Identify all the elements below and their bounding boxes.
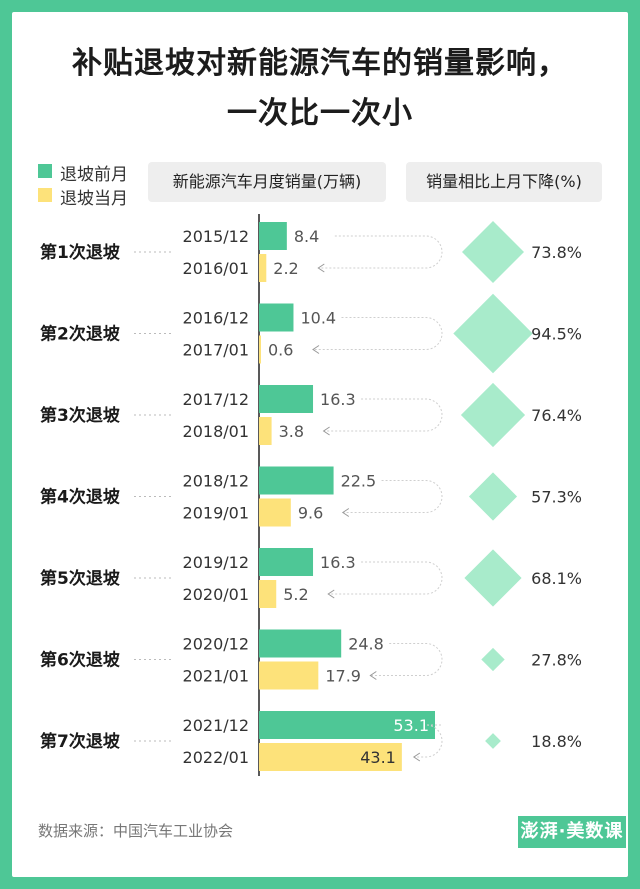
- decline-connector: [342, 480, 443, 513]
- group-label: 第4次退坡: [40, 487, 120, 508]
- month-label-before: 2015/12: [183, 227, 249, 246]
- legend-label-before: 退坡前月: [60, 165, 128, 185]
- bar-current: [259, 254, 267, 282]
- decline-connector: [312, 317, 443, 350]
- bar-current: [259, 580, 277, 608]
- decline-label: 76.4%: [531, 406, 582, 425]
- decline-arrow-head: [312, 345, 320, 354]
- decline-connector: [328, 561, 443, 595]
- decline-label: 94.5%: [531, 325, 582, 344]
- group-label: 第7次退坡: [40, 731, 120, 752]
- group-label: 第5次退坡: [40, 568, 120, 589]
- decline-diamond: [460, 382, 526, 448]
- bar-current: [259, 498, 291, 527]
- decline-connector: [370, 643, 443, 676]
- value-label-current: 3.8: [279, 422, 304, 441]
- chart-title-line2: 一次比一次小: [227, 96, 413, 131]
- month-label-before: 2019/12: [183, 553, 249, 572]
- sales-column-header: 新能源汽车月度销量(万辆): [148, 162, 386, 202]
- month-label-current: 2022/01: [183, 748, 249, 767]
- bar-before: [259, 548, 314, 576]
- legend-swatch-before: [38, 164, 52, 178]
- month-label-current: 2021/01: [183, 667, 249, 686]
- value-label-before: 24.8: [348, 635, 384, 654]
- decline-diamond: [464, 549, 522, 607]
- legend-label-current: 退坡当月: [60, 189, 128, 209]
- decline-arrow-head: [317, 263, 325, 273]
- value-label-current: 2.2: [273, 259, 298, 278]
- bar-current: [259, 743, 402, 771]
- value-label-current: 9.6: [298, 504, 323, 523]
- value-label-current: 43.1: [360, 748, 396, 767]
- value-label-before: 16.3: [320, 553, 356, 572]
- month-label-current: 2017/01: [183, 341, 249, 360]
- group-label: 第6次退坡: [40, 650, 120, 671]
- value-label-before: 10.4: [300, 309, 336, 328]
- legend-swatch-current: [38, 188, 52, 202]
- decline-arrow-head: [369, 671, 377, 680]
- decline-diamond: [462, 221, 524, 283]
- decline-arrow-head: [341, 508, 350, 517]
- decline-diamond: [481, 647, 505, 672]
- bar-current: [259, 417, 272, 445]
- decline-column-header: 销量相比上月下降(%): [406, 162, 602, 202]
- group-label: 第1次退坡: [40, 242, 120, 263]
- month-label-current: 2018/01: [183, 422, 249, 441]
- decline-arrow-head: [322, 426, 330, 436]
- bar-before: [259, 385, 314, 413]
- decline-connector: [323, 398, 443, 432]
- decline-label: 18.8%: [531, 732, 582, 751]
- decline-connector: [318, 235, 443, 269]
- value-label-before: 53.1: [393, 716, 429, 735]
- month-label-before: 2017/12: [183, 390, 249, 409]
- month-label-current: 2020/01: [183, 585, 249, 604]
- data-source: 数据来源：中国汽车工业协会: [38, 822, 234, 840]
- chart-title-line1: 补贴退坡对新能源汽车的销量影响，: [72, 46, 568, 81]
- bar-current: [259, 661, 319, 690]
- decline-label: 73.8%: [531, 243, 582, 262]
- value-label-before: 22.5: [341, 472, 377, 491]
- bar-before: [259, 711, 435, 739]
- decline-connector: [413, 724, 443, 758]
- value-label-current: 5.2: [283, 585, 308, 604]
- month-label-current: 2016/01: [183, 259, 249, 278]
- value-label-before: 8.4: [294, 227, 319, 246]
- value-label-before: 16.3: [320, 390, 356, 409]
- bar-before: [259, 466, 334, 495]
- month-label-current: 2019/01: [183, 504, 249, 523]
- group-label: 第2次退坡: [40, 324, 120, 345]
- group-label: 第3次退坡: [40, 405, 120, 426]
- decline-arrow-head: [327, 589, 335, 599]
- decline-diamond: [453, 293, 533, 374]
- decline-diamond: [468, 472, 518, 521]
- bar-before: [259, 303, 294, 332]
- value-label-current: 0.6: [268, 341, 293, 360]
- month-label-before: 2018/12: [183, 472, 249, 491]
- publisher-logo: 澎湃·美数课: [518, 816, 626, 848]
- decline-label: 57.3%: [531, 488, 582, 507]
- bar-before: [259, 222, 287, 250]
- bar-current: [259, 335, 261, 364]
- value-label-current: 17.9: [325, 667, 361, 686]
- month-label-before: 2021/12: [183, 716, 249, 735]
- decline-label: 27.8%: [531, 651, 582, 670]
- decline-label: 68.1%: [531, 569, 582, 588]
- decline-arrow-head: [412, 752, 421, 762]
- month-label-before: 2016/12: [183, 309, 249, 328]
- decline-diamond: [485, 733, 501, 749]
- bar-before: [259, 629, 342, 658]
- month-label-before: 2020/12: [183, 635, 249, 654]
